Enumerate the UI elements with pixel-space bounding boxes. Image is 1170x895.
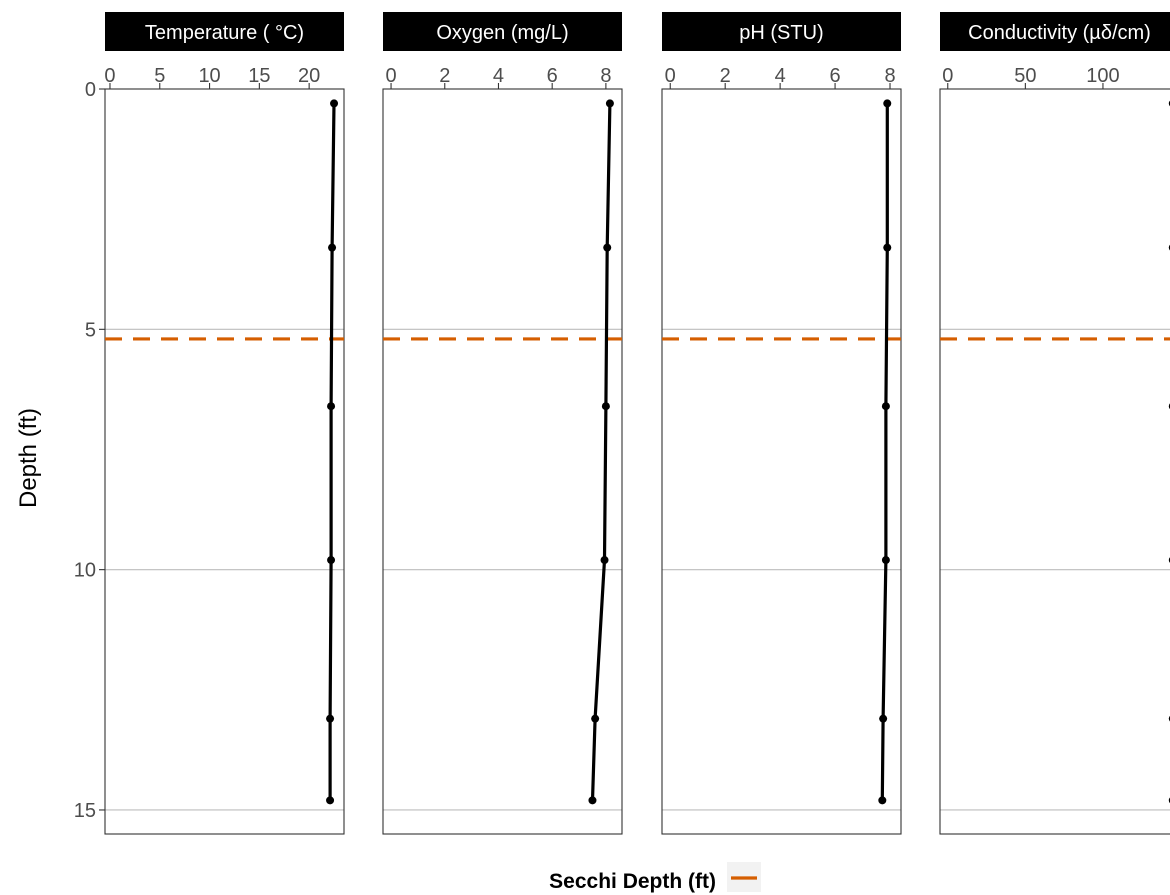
x-tick-label: 0 [665,65,676,87]
panel-border [939,88,1170,835]
legend-title: Secchi Depth (ft) [549,870,716,893]
x-tick-label: 5 [154,65,165,87]
data-point [326,796,335,805]
x-tick-label: 2 [439,65,450,87]
data-point [603,243,612,252]
legend: Secchi Depth (ft) [549,862,761,893]
data-point [883,99,892,108]
x-tick-label: 0 [942,65,953,87]
x-tick-label: 50 [1014,65,1036,87]
y-axis-title: Depth (ft) [15,408,42,508]
y-tick-label: 10 [74,560,96,582]
x-tick-label: 8 [600,65,611,87]
y-tick-label: 5 [85,319,96,341]
data-point [327,556,336,565]
data-point [879,714,888,723]
x-tick-label: 6 [830,65,841,87]
data-point [881,402,890,411]
data-point [883,243,892,252]
panel-strip-bg [940,12,1170,51]
panel-border [661,88,902,835]
x-tick-label: 100 [1086,65,1119,87]
panel-border [382,88,623,835]
x-tick-label: 10 [198,65,220,87]
data-point [600,556,609,565]
x-tick-label: 20 [298,65,320,87]
y-axis: 0 5 10 15 [74,79,105,822]
y-tick-label: 0 [85,79,96,101]
panel-title: Oxygen (mg/L) [436,22,568,44]
panel-2: pH (STU) 0 2 4 6 8 [661,12,902,835]
panel-strip-bg [105,12,344,51]
panel-0: Temperature ( °C) 0 5 10 15 20 [104,12,345,835]
profile-line [880,103,889,801]
data-point [588,796,597,805]
x-tick-label: 0 [385,65,396,87]
x-tick-label: 6 [547,65,558,87]
x-tick-label: 4 [775,65,786,87]
panel-strip: Temperature ( °C) [105,12,344,51]
x-tick-label: 8 [884,65,895,87]
x-tick-label: 4 [493,65,504,87]
panel-strip: Oxygen (mg/L) [383,12,622,51]
data-point [326,714,335,723]
x-tick-label: 15 [248,65,270,87]
data-point [881,556,890,565]
data-point [878,796,887,805]
panel-title: Conductivity (µδ/cm) [968,22,1151,44]
profile-line [590,103,612,801]
data-point [328,243,337,252]
panel-3: Conductivity (µδ/cm) 0 50 100 [939,12,1170,835]
panel-strip-bg [383,12,622,51]
data-point [591,714,600,723]
panel-border [104,88,345,835]
data-point [330,99,339,108]
data-point [605,99,614,108]
panel-1: Oxygen (mg/L) 0 2 4 6 8 [382,12,623,835]
x-tick-label: 2 [720,65,731,87]
panel-strip-bg [662,12,901,51]
data-point [601,402,610,411]
data-point [327,402,336,411]
panel-title: pH (STU) [739,22,823,44]
profile-line [328,103,336,801]
panel-strip: pH (STU) [662,12,901,51]
x-tick-label: 0 [104,65,115,87]
panel-strip: Conductivity (µδ/cm) [940,12,1170,51]
y-tick-label: 15 [74,800,96,822]
panel-title: Temperature ( °C) [145,22,304,44]
